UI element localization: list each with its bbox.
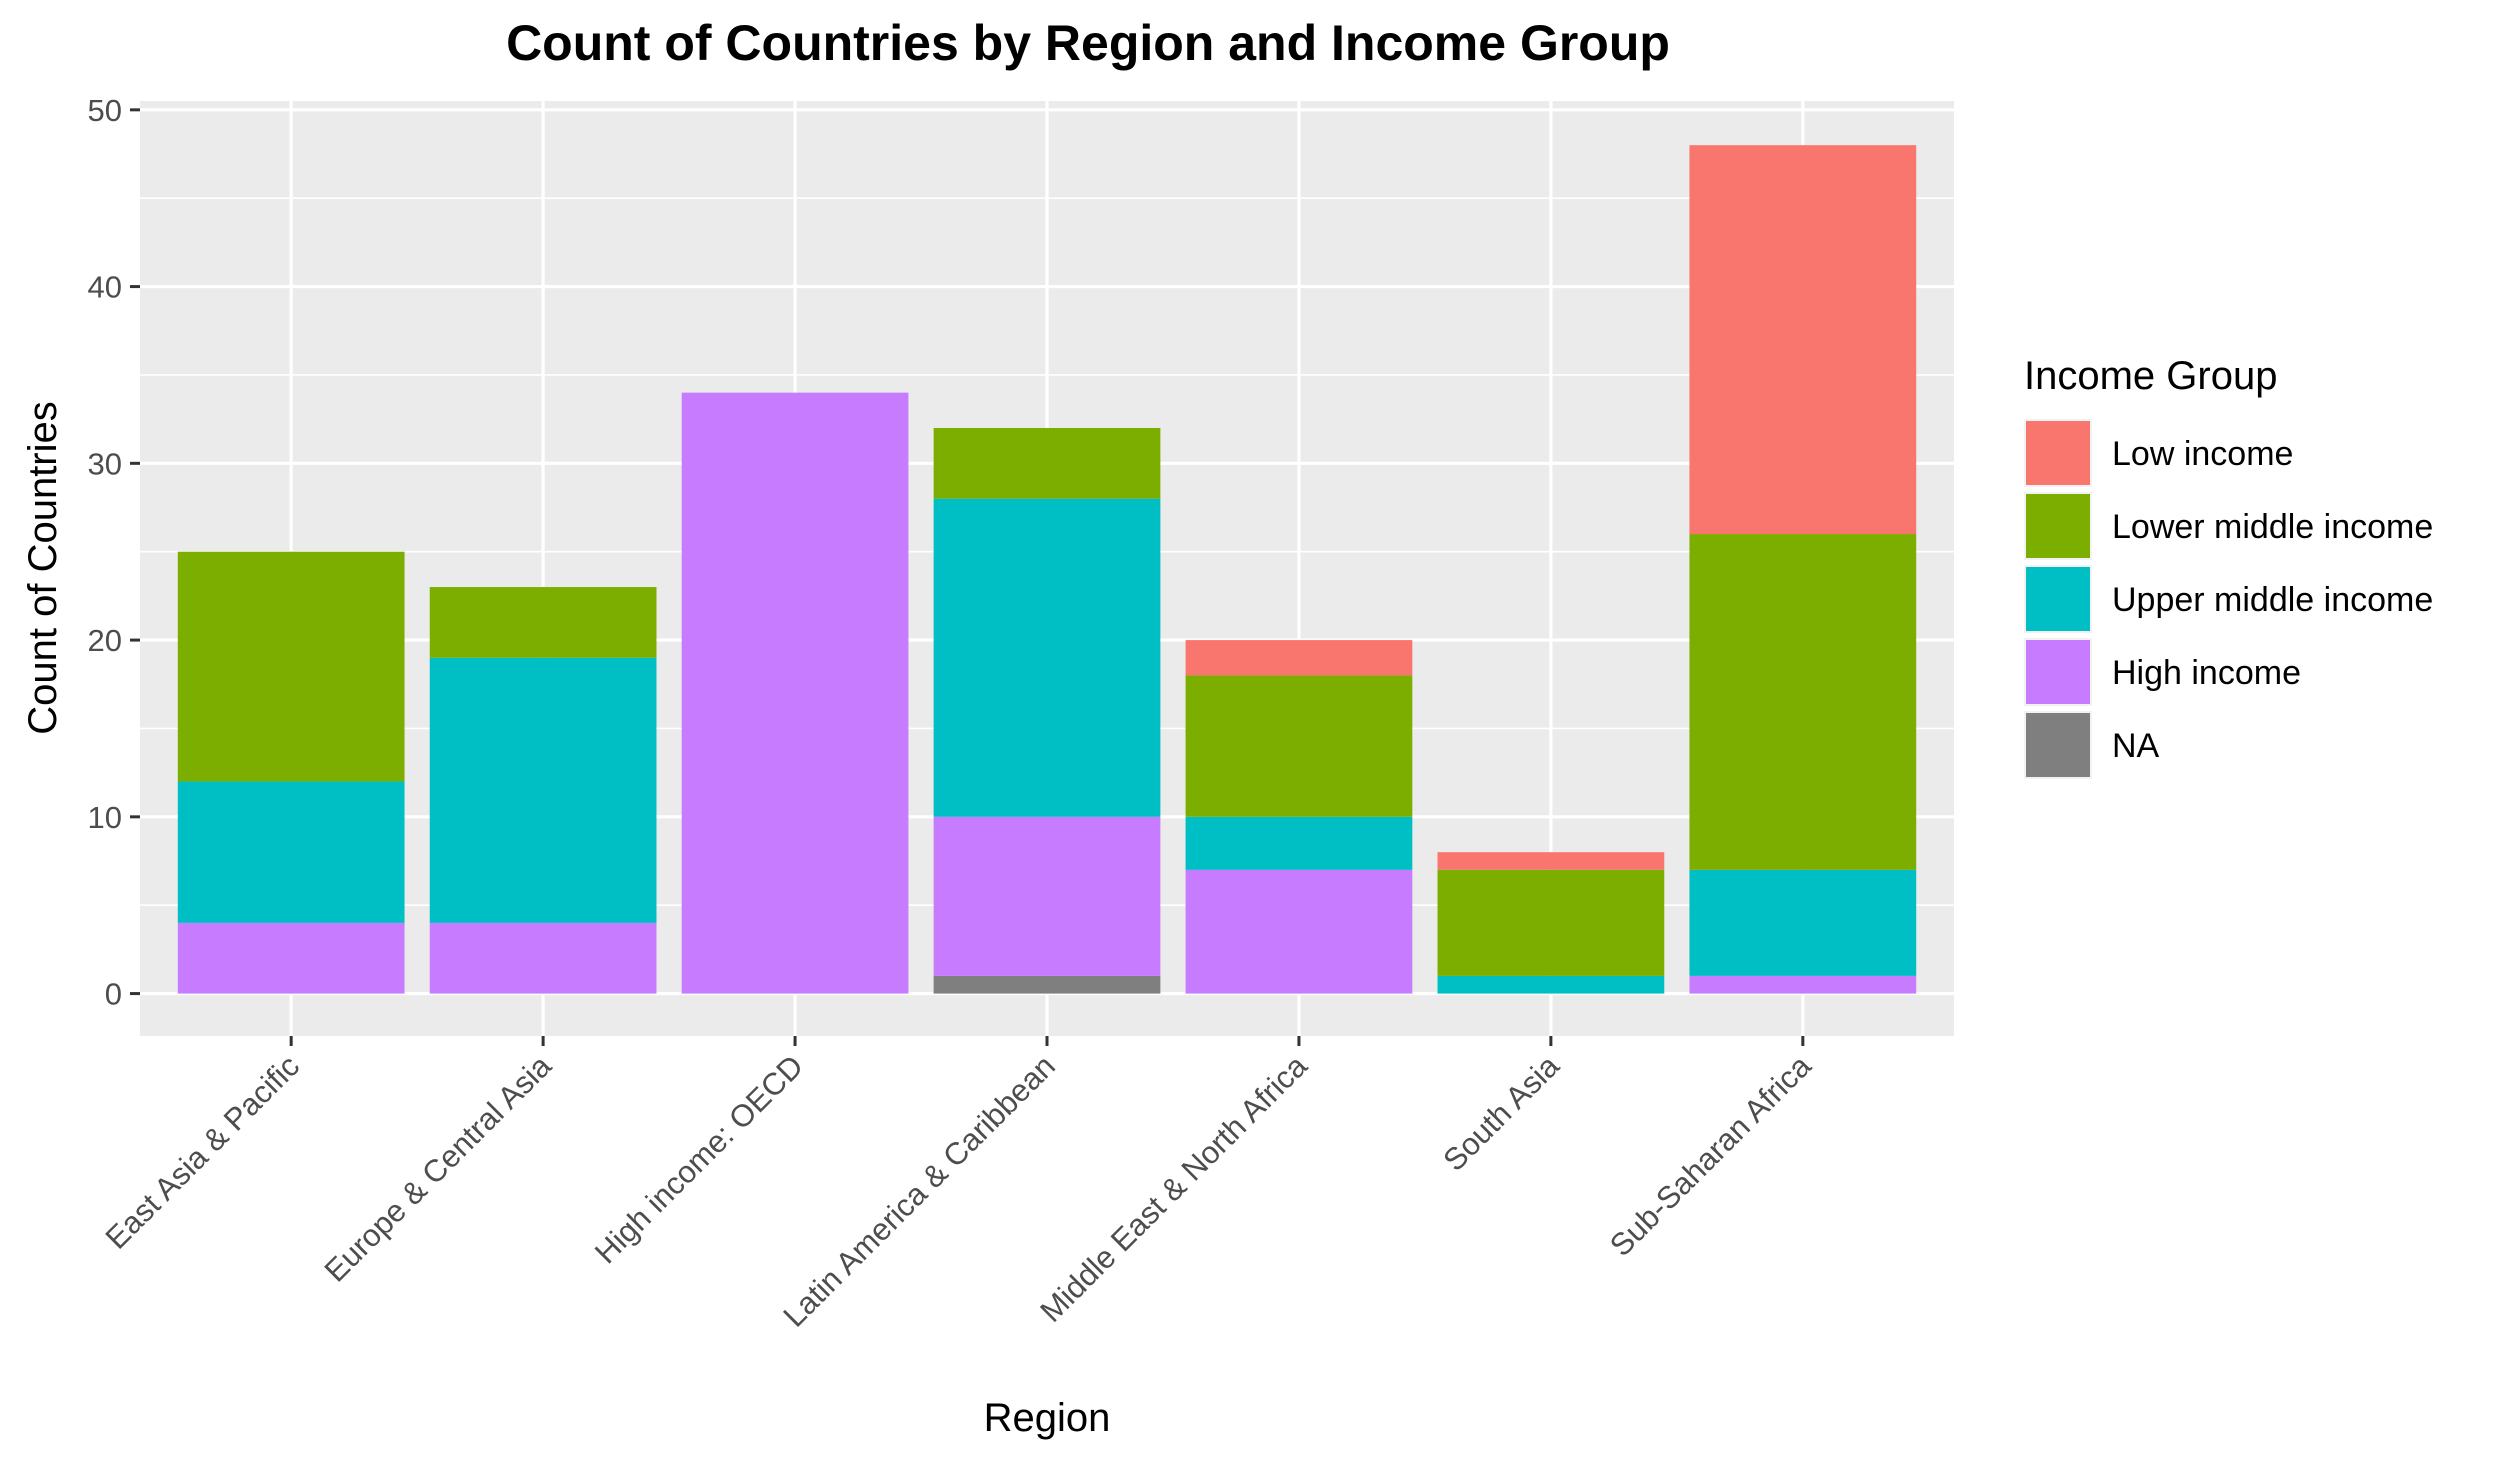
bar-segment xyxy=(429,587,657,658)
y-tick-label: 0 xyxy=(105,977,122,1012)
bar-segment xyxy=(1185,869,1413,994)
y-axis-title: Count of Countries xyxy=(21,401,65,735)
bars-group xyxy=(177,145,1917,994)
legend-key xyxy=(2026,640,2090,704)
bar-segment xyxy=(429,922,657,994)
x-tick-label: Europe & Central Asia xyxy=(318,1048,559,1289)
bar-segment xyxy=(1689,975,1917,994)
legend-items: Low income Lower middle income Upper middl… xyxy=(2024,419,2433,779)
x-tick-label: East Asia & Pacific xyxy=(99,1048,307,1256)
y-tick-label: 30 xyxy=(88,446,122,481)
bar-segment xyxy=(177,551,405,782)
bar-segment xyxy=(933,498,1161,817)
x-tick-label: Middle East & North Africa xyxy=(1033,1048,1314,1329)
legend-key xyxy=(2026,713,2090,777)
y-tick-label: 50 xyxy=(88,93,122,128)
bar-segment xyxy=(1689,869,1917,976)
y-axis: 0 10 20 30 40 50 xyxy=(88,93,140,1012)
bar-segment xyxy=(429,657,657,923)
legend: Income Group Low income Lower middle inco… xyxy=(2024,354,2433,779)
bar-segment xyxy=(1437,869,1665,976)
bar-segment xyxy=(933,816,1161,976)
bar-segment xyxy=(1185,640,1413,676)
legend-key xyxy=(2026,567,2090,631)
legend-label: NA xyxy=(2112,727,2160,765)
bar-segment xyxy=(1689,145,1917,535)
bar-segment xyxy=(1437,975,1665,994)
y-tick-label: 20 xyxy=(88,623,122,658)
bar-segment xyxy=(1437,852,1665,870)
bar-segment xyxy=(681,392,909,994)
x-axis-title: Region xyxy=(984,1396,1111,1440)
legend-key xyxy=(2026,421,2090,485)
y-tick-label: 40 xyxy=(88,270,122,305)
legend-label: High income xyxy=(2112,654,2301,692)
bar-segment xyxy=(1689,534,1917,870)
x-tick-label: Latin America & Caribbean xyxy=(776,1048,1062,1334)
bar-segment xyxy=(1185,675,1413,817)
x-tick-label: South Asia xyxy=(1436,1048,1566,1178)
legend-label: Upper middle income xyxy=(2112,581,2433,619)
bar-segment xyxy=(1185,816,1413,870)
x-tick-label: Sub-Saharan Africa xyxy=(1603,1048,1818,1263)
y-tick-label: 10 xyxy=(88,800,122,835)
x-tick-label: High income: OECD xyxy=(588,1048,810,1270)
x-axis: East Asia & Pacific Europe & Central Asia… xyxy=(99,1036,1818,1334)
legend-title: Income Group xyxy=(2024,354,2277,398)
legend-label: Lower middle income xyxy=(2112,508,2433,546)
chart-title: Count of Countries by Region and Income … xyxy=(506,15,1670,71)
bar-segment xyxy=(933,975,1161,994)
bar-segment xyxy=(177,781,405,923)
bar-segment xyxy=(933,427,1161,499)
bar-segment xyxy=(177,922,405,994)
legend-label: Low income xyxy=(2112,435,2293,473)
legend-key xyxy=(2026,494,2090,558)
